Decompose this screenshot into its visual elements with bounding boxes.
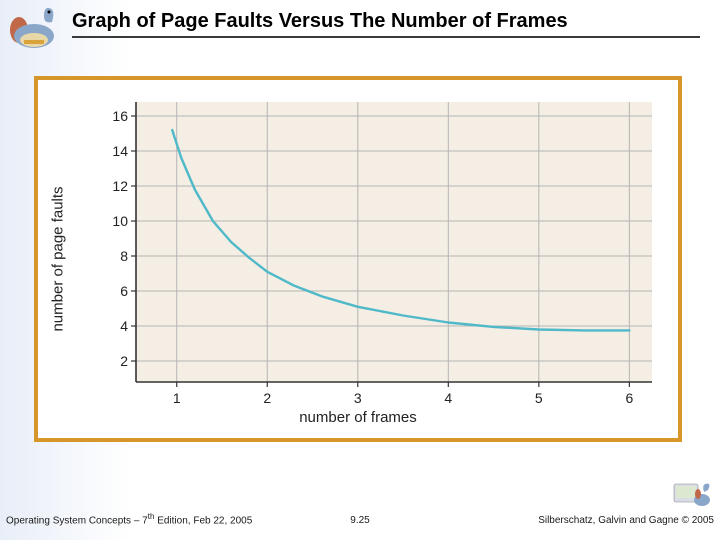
footer-left-prefix: Operating System Concepts – 7 bbox=[6, 515, 148, 526]
x-tick-label: 4 bbox=[444, 390, 452, 406]
footer-center: 9.25 bbox=[350, 515, 369, 526]
y-tick-label: 16 bbox=[102, 108, 128, 124]
x-tick-label: 6 bbox=[625, 390, 633, 406]
chart-frame: number of page faults 246810121416 12345… bbox=[34, 76, 682, 442]
logo-top-left bbox=[4, 2, 64, 50]
y-axis-label: number of page faults bbox=[50, 186, 67, 331]
x-tick-label: 5 bbox=[535, 390, 543, 406]
footer: Operating System Concepts – 7th Edition,… bbox=[0, 496, 720, 540]
x-axis-label: number of frames bbox=[38, 409, 678, 426]
x-tick-label: 2 bbox=[263, 390, 271, 406]
chart-plot bbox=[136, 102, 652, 382]
x-tick-label: 1 bbox=[173, 390, 181, 406]
footer-left-suffix: Edition, Feb 22, 2005 bbox=[154, 515, 252, 526]
footer-right: Silberschatz, Galvin and Gagne © 2005 bbox=[538, 515, 714, 526]
x-tick-label: 3 bbox=[354, 390, 362, 406]
y-tick-label: 10 bbox=[102, 213, 128, 229]
footer-left: Operating System Concepts – 7th Edition,… bbox=[6, 512, 252, 526]
y-tick-label: 2 bbox=[102, 353, 128, 369]
y-tick-label: 4 bbox=[102, 318, 128, 334]
y-tick-label: 8 bbox=[102, 248, 128, 264]
page-title: Graph of Page Faults Versus The Number o… bbox=[72, 10, 700, 38]
y-tick-label: 12 bbox=[102, 178, 128, 194]
y-tick-label: 14 bbox=[102, 143, 128, 159]
y-tick-label: 6 bbox=[102, 283, 128, 299]
